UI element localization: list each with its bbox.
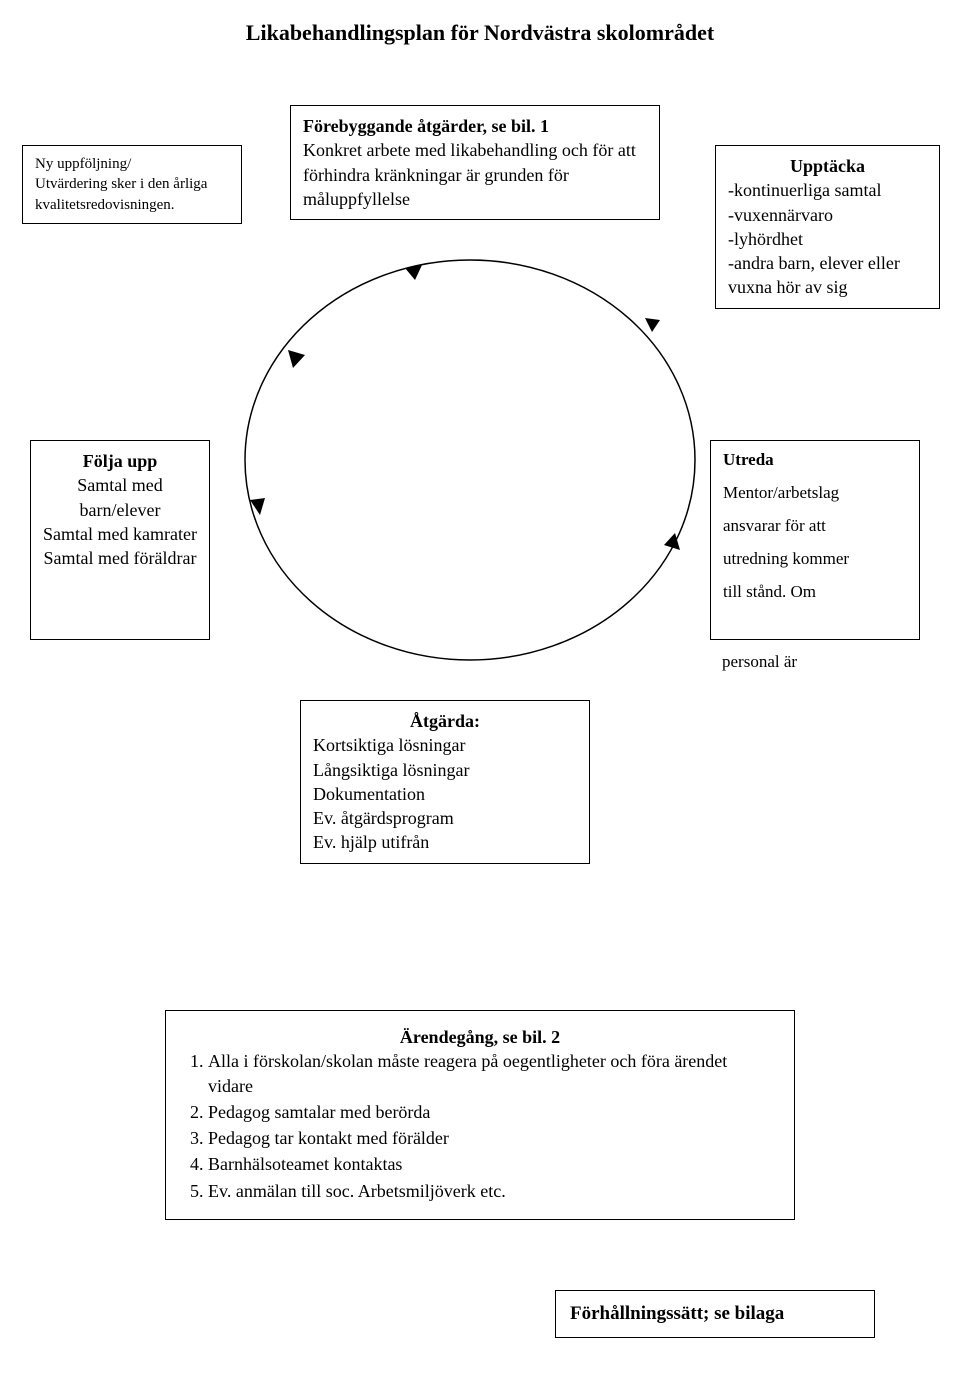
- folja-upp-line: Samtal med barn/elever: [43, 473, 197, 522]
- box-footer: Förhållningssätt; se bilaga: [555, 1290, 875, 1338]
- arendegang-item: Barnhälsoteamet kontaktas: [208, 1152, 776, 1176]
- arendegang-item: Ev. anmälan till soc. Arbetsmiljöverk et…: [208, 1179, 776, 1203]
- arendegang-item: Pedagog tar kontakt med förälder: [208, 1126, 776, 1150]
- upptacka-line: -andra barn, elever eller vuxna hör av s…: [728, 251, 927, 300]
- atgarda-title: Åtgärda:: [313, 709, 577, 733]
- box-upptacka: Upptäcka -kontinuerliga samtal -vuxennär…: [715, 145, 940, 309]
- forebyggande-body: Konkret arbete med likabehandling och fö…: [303, 140, 636, 209]
- arendegang-item: Alla i förskolan/skolan måste reagera på…: [208, 1049, 776, 1098]
- box-arendegang: Ärendegång, se bil. 2 Alla i förskolan/s…: [165, 1010, 795, 1220]
- folja-upp-line: Samtal med föräldrar: [43, 546, 197, 570]
- box-forebyggande: Förebyggande åtgärder, se bil. 1 Konkret…: [290, 105, 660, 220]
- utreda-line: till stånd. Om: [723, 581, 907, 604]
- utreda-line: ansvarar för att: [723, 515, 907, 538]
- box-utreda: Utreda Mentor/arbetslag ansvarar för att…: [710, 440, 920, 640]
- ny-uppfoljning-line2: Utvärdering sker i den årliga kvalitetsr…: [35, 176, 207, 212]
- upptacka-line: -vuxennärvaro: [728, 203, 927, 227]
- forebyggande-title: Förebyggande åtgärder, se bil. 1: [303, 116, 549, 136]
- folja-upp-title: Följa upp: [43, 449, 197, 473]
- atgarda-line: Ev. hjälp utifrån: [313, 830, 577, 854]
- atgarda-line: Långsiktiga lösningar: [313, 758, 577, 782]
- box-folja-upp: Följa upp Samtal med barn/elever Samtal …: [30, 440, 210, 640]
- upptacka-title: Upptäcka: [728, 154, 927, 178]
- utreda-line: utredning kommer: [723, 548, 907, 571]
- utreda-line: Mentor/arbetslag: [723, 482, 907, 505]
- arendegang-list: Alla i förskolan/skolan måste reagera på…: [184, 1049, 776, 1203]
- utreda-overflow: personal är: [710, 652, 920, 672]
- atgarda-line: Dokumentation: [313, 782, 577, 806]
- utreda-title: Utreda: [723, 449, 907, 472]
- arendegang-title: Ärendegång, se bil. 2: [184, 1025, 776, 1049]
- atgarda-line: Ev. åtgärdsprogram: [313, 806, 577, 830]
- cycle-circle: [230, 250, 710, 670]
- upptacka-line: -kontinuerliga samtal: [728, 178, 927, 202]
- box-atgarda: Åtgärda: Kortsiktiga lösningar Långsikti…: [300, 700, 590, 864]
- page-title: Likabehandlingsplan för Nordvästra skolo…: [0, 20, 960, 46]
- arendegang-item: Pedagog samtalar med berörda: [208, 1100, 776, 1124]
- box-ny-uppfoljning: Ny uppföljning/ Utvärdering sker i den å…: [22, 145, 242, 224]
- ny-uppfoljning-line1: Ny uppföljning/: [35, 156, 131, 172]
- folja-upp-line: Samtal med kamrater: [43, 522, 197, 546]
- upptacka-line: -lyhördhet: [728, 227, 927, 251]
- atgarda-line: Kortsiktiga lösningar: [313, 733, 577, 757]
- footer-text: Förhållningssätt; se bilaga: [570, 1303, 784, 1324]
